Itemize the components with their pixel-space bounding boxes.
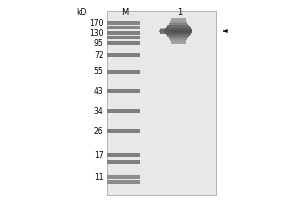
Text: 1: 1: [177, 8, 183, 17]
Text: 26: 26: [94, 127, 104, 136]
Text: kD: kD: [76, 8, 86, 17]
Text: 17: 17: [94, 151, 104, 160]
Text: 72: 72: [94, 50, 104, 60]
Text: 43: 43: [94, 87, 103, 96]
Text: 130: 130: [89, 28, 103, 38]
Text: 170: 170: [89, 19, 103, 27]
Text: 34: 34: [94, 107, 103, 116]
Text: 95: 95: [94, 38, 103, 47]
Text: 55: 55: [94, 68, 103, 76]
Text: M: M: [121, 8, 128, 17]
Text: 11: 11: [94, 172, 104, 182]
